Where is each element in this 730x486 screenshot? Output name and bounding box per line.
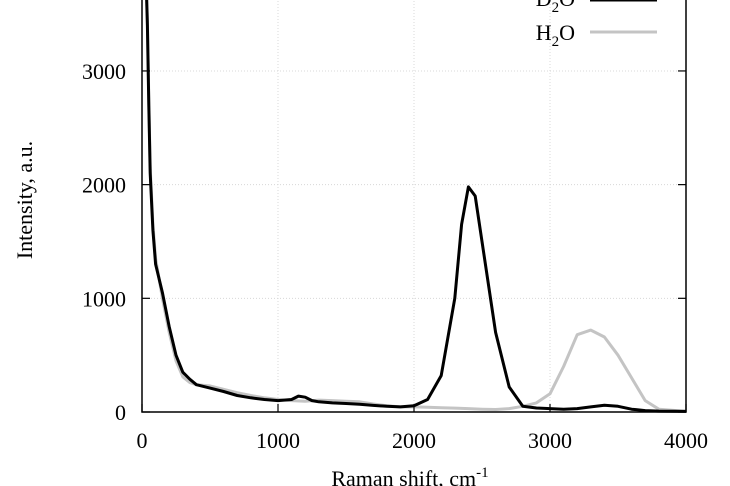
legend-d2o-main: D bbox=[536, 0, 552, 11]
legend-label-d2o: D2O bbox=[536, 0, 575, 16]
y-tick-label: 2000 bbox=[82, 173, 126, 198]
x-axis-label-superscript: -1 bbox=[476, 465, 489, 481]
legend-label-h2o: H2O bbox=[536, 20, 575, 50]
y-tick-label: 0 bbox=[115, 400, 126, 425]
series-layer bbox=[145, 0, 687, 413]
axis-ticks: 0 1000 2000 3000 4000 0 1000 2000 3000 bbox=[82, 59, 708, 453]
legend-h2o-sub: 2 bbox=[552, 34, 560, 50]
legend-h2o-tail: O bbox=[559, 20, 575, 45]
legend-h2o-main: H bbox=[536, 20, 552, 45]
grid-lines bbox=[142, 0, 686, 412]
series-line-h2o bbox=[145, 0, 687, 413]
y-axis-label: Intensity, a.u. bbox=[12, 141, 37, 259]
x-tick-label: 1000 bbox=[256, 428, 300, 453]
x-tick-label: 3000 bbox=[528, 428, 572, 453]
legend-d2o-tail: O bbox=[559, 0, 575, 11]
x-axis-label: Raman shift, cm-1 bbox=[331, 465, 488, 486]
series-line-d2o bbox=[145, 0, 687, 413]
y-tick-label: 3000 bbox=[82, 59, 126, 84]
legend-d2o-sub: 2 bbox=[552, 0, 560, 16]
x-tick-label: 0 bbox=[137, 428, 148, 453]
legend: D2O H2O bbox=[536, 0, 657, 50]
y-tick-label: 1000 bbox=[82, 286, 126, 311]
x-tick-label: 4000 bbox=[664, 428, 708, 453]
x-axis-label-main: Raman shift, cm bbox=[331, 466, 476, 486]
x-tick-label: 2000 bbox=[392, 428, 436, 453]
